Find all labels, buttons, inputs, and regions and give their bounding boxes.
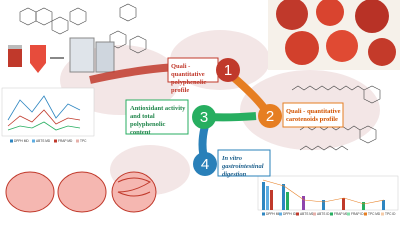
step-label: Antioxidant activity and total polyphenoli… <box>130 105 186 136</box>
legend-label: TPC MD <box>368 212 381 216</box>
step-label-box <box>217 149 271 177</box>
legend-label: DPPH MD <box>14 139 29 143</box>
hplc-instrument <box>95 41 115 73</box>
legend-swatch <box>10 139 13 143</box>
left-chart <box>1 87 95 137</box>
hplc-instrument <box>69 37 95 73</box>
step-number: 3 <box>200 109 208 126</box>
step-label: Quali -quantitative polyphenolic profile <box>171 63 207 94</box>
legend-label: ABTS ID <box>317 212 330 216</box>
right-chart <box>257 175 399 211</box>
step-number: 1 <box>224 62 232 79</box>
legend-swatch <box>32 139 35 143</box>
diagram: DPPH MD ABTS MD FRAP MD TPC DPPH MD DPPH ID A… <box>1 0 400 216</box>
legend-swatch <box>313 212 316 216</box>
legend-swatch <box>364 212 367 216</box>
sample-can <box>8 45 22 67</box>
legend-swatch <box>347 212 350 216</box>
legend-swatch <box>296 212 299 216</box>
step-circle <box>192 105 216 129</box>
centrifuge-tube <box>30 45 46 73</box>
step-number: 2 <box>266 108 274 125</box>
step-circle <box>193 152 217 176</box>
can-lid <box>8 45 22 49</box>
legend-label: FRAP MD <box>334 212 349 216</box>
legend-label: FRAP MD <box>58 139 73 143</box>
legend-label: FRAP ID <box>351 212 364 216</box>
legend-label: TPC <box>80 139 87 143</box>
legend-swatch <box>262 212 265 216</box>
step-label-box <box>282 102 344 128</box>
step-label: In vitro gastrointestinal digestion <box>221 155 264 178</box>
legend-swatch <box>330 212 333 216</box>
step-label-box <box>125 99 189 135</box>
tomato-bowls <box>276 0 396 66</box>
step-number: 4 <box>201 156 209 173</box>
graphical-abstract: DPPH MD ABTS MD FRAP MD TPC DPPH MD DPPH ID A… <box>1 0 400 216</box>
legend-label: ABTS MD <box>300 212 315 216</box>
legend-swatch <box>381 212 384 216</box>
legend-label: DPPH ID <box>283 212 297 216</box>
legend-swatch <box>279 212 282 216</box>
step-label: Quali - quantitative carotenoids profile <box>286 108 341 123</box>
digestive-organs <box>5 171 157 213</box>
step-circle <box>216 58 240 82</box>
legend-swatch <box>76 139 79 143</box>
step-circle <box>258 104 282 128</box>
legend-swatch <box>54 139 57 143</box>
legend-label: DPPH MD <box>266 212 281 216</box>
legend-label: TPC ID <box>385 212 396 216</box>
step-label-box <box>167 57 219 83</box>
legend-label: ABTS MD <box>36 139 51 143</box>
